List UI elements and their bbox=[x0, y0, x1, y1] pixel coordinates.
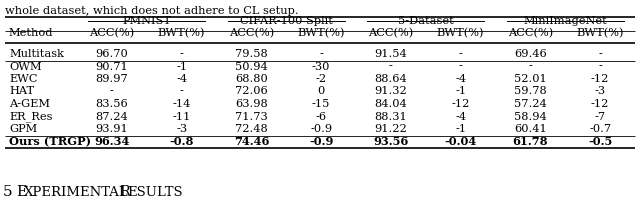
Text: whole dataset, which does not adhere to CL setup.: whole dataset, which does not adhere to … bbox=[5, 6, 299, 16]
Text: ESULTS: ESULTS bbox=[127, 186, 182, 199]
Text: ACC(%): ACC(%) bbox=[228, 28, 274, 38]
Text: 0: 0 bbox=[317, 86, 324, 97]
Text: 61.78: 61.78 bbox=[513, 136, 548, 147]
Text: 72.06: 72.06 bbox=[235, 86, 268, 97]
Text: BWT(%): BWT(%) bbox=[437, 28, 484, 38]
Text: -7: -7 bbox=[595, 112, 605, 121]
Text: 68.80: 68.80 bbox=[235, 74, 268, 84]
Text: 72.48: 72.48 bbox=[235, 124, 268, 134]
Text: 52.01: 52.01 bbox=[514, 74, 547, 84]
Text: -0.9: -0.9 bbox=[309, 136, 333, 147]
Text: -1: -1 bbox=[455, 124, 466, 134]
Text: 88.31: 88.31 bbox=[374, 112, 407, 121]
Text: A-GEM: A-GEM bbox=[9, 99, 50, 109]
Text: -12: -12 bbox=[591, 99, 609, 109]
Text: 58.94: 58.94 bbox=[514, 112, 547, 121]
Text: 57.24: 57.24 bbox=[514, 99, 547, 109]
Text: -30: -30 bbox=[312, 61, 330, 72]
Text: -: - bbox=[180, 86, 184, 97]
Text: 87.24: 87.24 bbox=[95, 112, 128, 121]
Text: -2: -2 bbox=[316, 74, 326, 84]
Text: PMNIST: PMNIST bbox=[122, 16, 172, 26]
Text: 91.22: 91.22 bbox=[374, 124, 407, 134]
Text: 79.58: 79.58 bbox=[235, 49, 268, 59]
Text: -12: -12 bbox=[591, 74, 609, 84]
Text: BWT(%): BWT(%) bbox=[577, 28, 624, 38]
Text: ACC(%): ACC(%) bbox=[368, 28, 413, 38]
Text: -0.7: -0.7 bbox=[589, 124, 611, 134]
Text: ACC(%): ACC(%) bbox=[89, 28, 134, 38]
Text: -4: -4 bbox=[176, 74, 187, 84]
Text: -: - bbox=[180, 49, 184, 59]
Text: 50.94: 50.94 bbox=[235, 61, 268, 72]
Text: 93.91: 93.91 bbox=[95, 124, 128, 134]
Text: 93.56: 93.56 bbox=[373, 136, 408, 147]
Text: E: E bbox=[16, 185, 27, 199]
Text: -4: -4 bbox=[455, 74, 466, 84]
Text: -0.5: -0.5 bbox=[588, 136, 612, 147]
Text: BWT(%): BWT(%) bbox=[158, 28, 205, 38]
Text: 96.34: 96.34 bbox=[94, 136, 129, 147]
Text: 90.71: 90.71 bbox=[95, 61, 128, 72]
Text: -11: -11 bbox=[172, 112, 191, 121]
Text: ACC(%): ACC(%) bbox=[508, 28, 553, 38]
Text: Multitask: Multitask bbox=[9, 49, 64, 59]
Text: -0.04: -0.04 bbox=[445, 136, 477, 147]
Text: -3: -3 bbox=[595, 86, 605, 97]
Text: -12: -12 bbox=[451, 99, 470, 109]
Text: 5-Dataset: 5-Dataset bbox=[398, 16, 454, 26]
Text: 74.46: 74.46 bbox=[234, 136, 269, 147]
Text: XPERIMENTAL: XPERIMENTAL bbox=[24, 186, 128, 199]
Text: 63.98: 63.98 bbox=[235, 99, 268, 109]
Text: Ours (TRGP): Ours (TRGP) bbox=[9, 136, 91, 147]
Text: R: R bbox=[119, 185, 130, 199]
Text: -: - bbox=[529, 61, 532, 72]
Text: -: - bbox=[459, 61, 463, 72]
Text: -3: -3 bbox=[176, 124, 187, 134]
Text: -0.8: -0.8 bbox=[170, 136, 194, 147]
Text: -15: -15 bbox=[312, 99, 330, 109]
Text: CIFAR-100 Split: CIFAR-100 Split bbox=[240, 16, 333, 26]
Text: 5: 5 bbox=[3, 185, 13, 199]
Text: -: - bbox=[598, 61, 602, 72]
Text: -: - bbox=[110, 86, 114, 97]
Text: 88.64: 88.64 bbox=[374, 74, 407, 84]
Text: Method: Method bbox=[8, 28, 52, 38]
Text: -6: -6 bbox=[316, 112, 326, 121]
Text: MiniImageNet: MiniImageNet bbox=[524, 16, 607, 26]
Text: OWM: OWM bbox=[9, 61, 42, 72]
Text: -14: -14 bbox=[172, 99, 191, 109]
Text: 59.78: 59.78 bbox=[514, 86, 547, 97]
Text: -: - bbox=[459, 49, 463, 59]
Text: 84.04: 84.04 bbox=[374, 99, 407, 109]
Text: -1: -1 bbox=[455, 86, 466, 97]
Text: HAT: HAT bbox=[9, 86, 34, 97]
Text: GPM: GPM bbox=[9, 124, 37, 134]
Text: ER_Res: ER_Res bbox=[9, 111, 52, 122]
Text: -4: -4 bbox=[455, 112, 466, 121]
Text: EWC: EWC bbox=[9, 74, 38, 84]
Text: -: - bbox=[319, 49, 323, 59]
Text: BWT(%): BWT(%) bbox=[298, 28, 345, 38]
Text: 83.56: 83.56 bbox=[95, 99, 128, 109]
Text: -0.9: -0.9 bbox=[310, 124, 332, 134]
Text: 96.70: 96.70 bbox=[95, 49, 128, 59]
Text: 71.73: 71.73 bbox=[235, 112, 268, 121]
Text: 91.32: 91.32 bbox=[374, 86, 407, 97]
Text: 60.41: 60.41 bbox=[514, 124, 547, 134]
Text: -: - bbox=[598, 49, 602, 59]
Text: 69.46: 69.46 bbox=[514, 49, 547, 59]
Text: 91.54: 91.54 bbox=[374, 49, 407, 59]
Text: -1: -1 bbox=[176, 61, 187, 72]
Text: -: - bbox=[389, 61, 393, 72]
Text: 89.97: 89.97 bbox=[95, 74, 128, 84]
